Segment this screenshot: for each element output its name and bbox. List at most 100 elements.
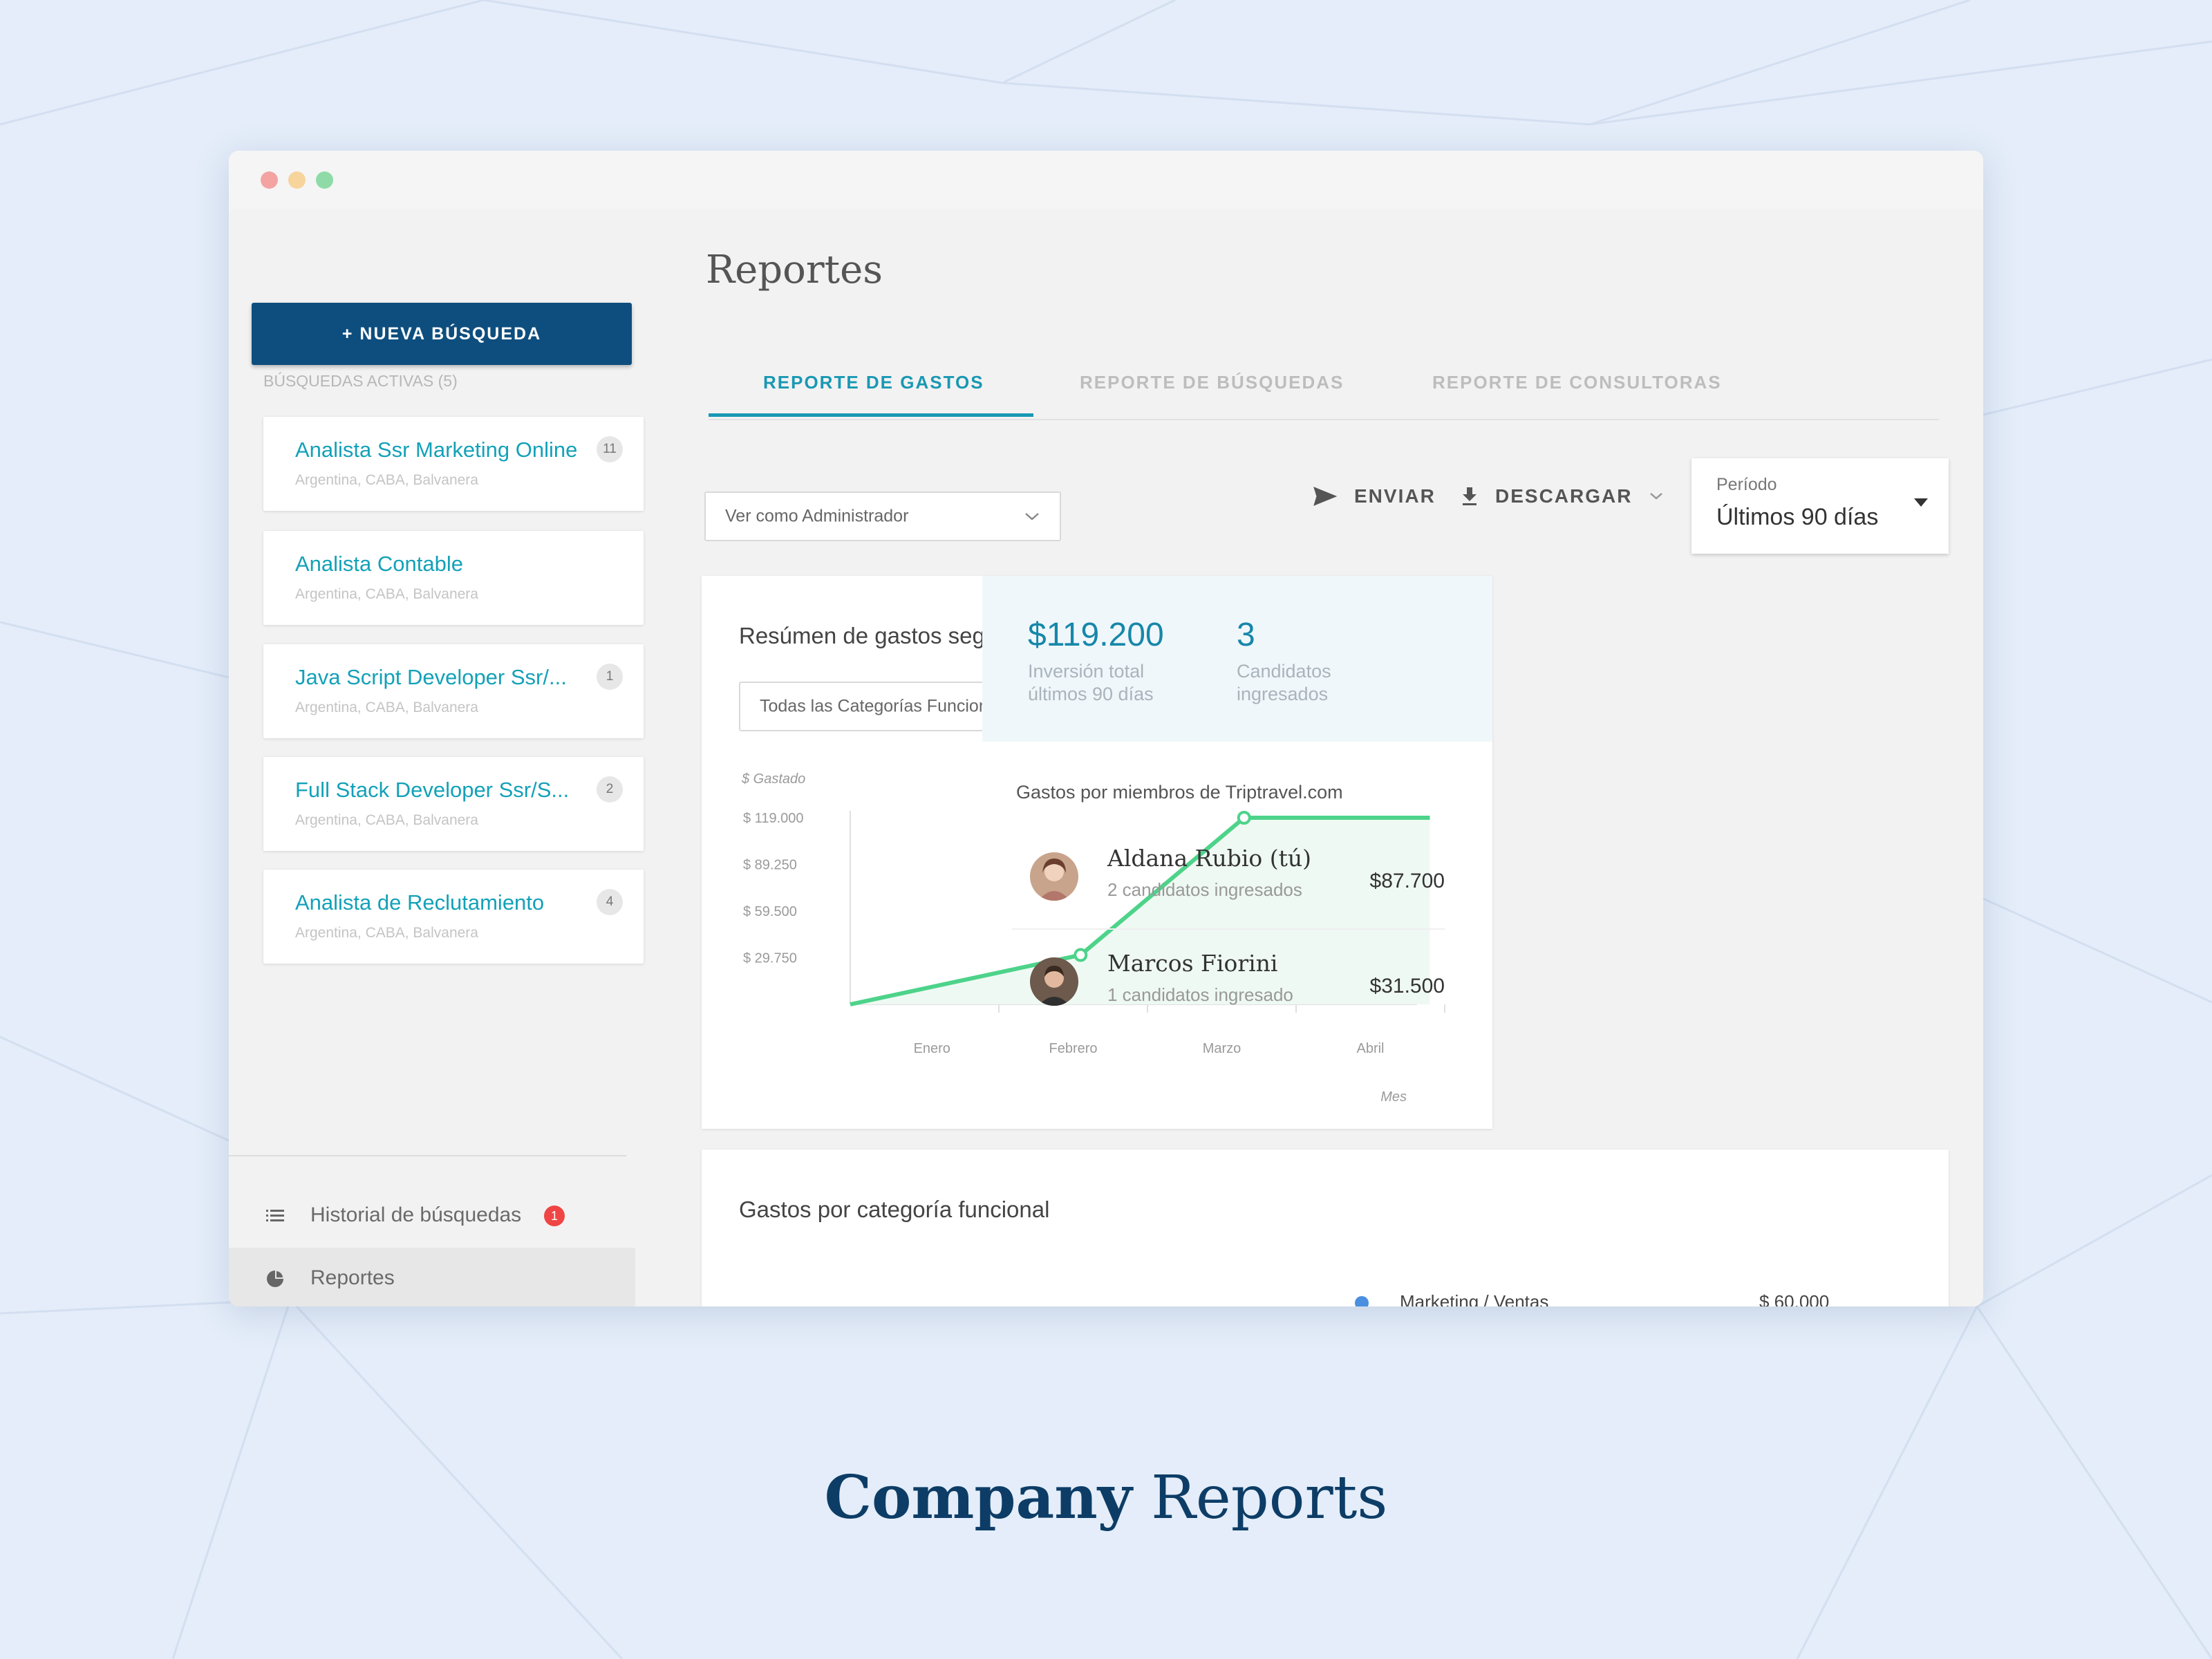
page-title: Reportes <box>706 247 883 292</box>
investment-value: $119.200 <box>1028 617 1164 653</box>
app-window: + NUEVA BÚSQUEDA BÚSQUEDAS ACTIVAS (5) A… <box>229 151 1983 1306</box>
spend-area-chart: $ Gastado Mes $ 29.750 $ 59.500 $ 89.250 $ 11… <box>741 771 1445 1105</box>
tab-reporte-consultoras[interactable]: REPORTE DE CONSULTORAS <box>1432 372 1722 393</box>
search-title[interactable]: Analista Ssr Marketing Online <box>295 438 578 462</box>
search-title[interactable]: Full Stack Developer Ssr/S... <box>295 778 570 802</box>
nav-item-reportes[interactable]: Reportes <box>229 1248 635 1306</box>
search-count-badge: 11 <box>597 436 623 462</box>
footer-light: Reports <box>1151 1463 1388 1533</box>
candidates-caption-line: ingresados <box>1237 684 1329 704</box>
members-title: Gastos por miembros de Triptravel.com <box>1016 782 1343 803</box>
search-title[interactable]: Java Script Developer Ssr/... <box>295 665 567 689</box>
footer-caption: Company Reports <box>0 1463 2212 1533</box>
new-search-button[interactable]: + NUEVA BÚSQUEDA <box>252 303 632 365</box>
member-divider <box>1012 928 1445 930</box>
x-tick-label: Febrero <box>1049 1041 1097 1056</box>
close-window-dot[interactable] <box>261 171 278 189</box>
view-as-select[interactable]: Ver como Administrador <box>704 491 1061 541</box>
nav-label: Reportes <box>310 1266 395 1289</box>
nav-item-historial[interactable]: Historial de búsquedas 1 <box>229 1185 635 1247</box>
area-fill <box>850 818 1430 1004</box>
download-button[interactable]: DESCARGAR <box>1461 481 1664 512</box>
active-tab-indicator <box>709 413 1033 417</box>
sidebar: + NUEVA BÚSQUEDA BÚSQUEDAS ACTIVAS (5) A… <box>229 209 657 1306</box>
search-location: Argentina, CABA, Balvanera <box>295 812 478 828</box>
member-amount: $31.500 <box>1369 975 1445 997</box>
y-axis-label: $ Gastado <box>741 771 805 787</box>
send-icon <box>1313 487 1338 506</box>
search-title[interactable]: Analista de Reclutamiento <box>295 890 545 915</box>
category-card: Gastos por categoría funcional Marketing… <box>702 1150 1949 1306</box>
legend-label: Marketing / Ventas <box>1400 1291 1549 1306</box>
candidates-caption: Candidatos ingresados <box>1237 660 1331 706</box>
chevron-down-icon <box>1650 493 1663 500</box>
search-count-badge: 2 <box>597 776 623 803</box>
sidebar-divider <box>229 1155 626 1156</box>
investment-caption: Inversión total últimos 90 días <box>1028 660 1154 706</box>
chevron-down-icon <box>1025 513 1039 521</box>
member-name: Aldana Rubio (tú) <box>1107 845 1312 872</box>
x-axis-label: Mes <box>1380 1089 1407 1105</box>
send-label: ENVIAR <box>1354 485 1436 507</box>
search-card[interactable]: Full Stack Developer Ssr/S... Argentina,… <box>263 757 644 851</box>
stats-panel: $119.200 Inversión total últimos 90 días… <box>982 576 1492 742</box>
caret-down-icon <box>1914 498 1928 507</box>
search-location: Argentina, CABA, Balvanera <box>295 472 478 488</box>
view-as-value: Ver como Administrador <box>725 506 909 526</box>
nav-label: Historial de búsquedas <box>310 1203 522 1226</box>
search-count-badge: 4 <box>597 889 623 915</box>
avatar <box>1030 852 1078 901</box>
legend-amount: $ 60.000 <box>1759 1291 1830 1306</box>
search-location: Argentina, CABA, Balvanera <box>295 586 478 602</box>
search-card[interactable]: Java Script Developer Ssr/... Argentina,… <box>263 644 644 738</box>
active-searches-label: BÚSQUEDAS ACTIVAS (5) <box>263 372 458 390</box>
category-filter-value: Todas las Categorías Funcionales <box>760 696 1020 716</box>
download-label: DESCARGAR <box>1495 485 1633 507</box>
search-location: Argentina, CABA, Balvanera <box>295 925 478 941</box>
y-tick-label: $ 119.000 <box>743 811 804 826</box>
series-line <box>850 816 1430 1006</box>
member-row[interactable]: Aldana Rubio (tú) 2 candidatos ingresado… <box>1016 835 1445 939</box>
x-tick-label: Marzo <box>1203 1041 1241 1056</box>
footer-bold: Company <box>824 1463 1132 1533</box>
maximize-window-dot[interactable] <box>316 171 333 189</box>
member-amount: $87.700 <box>1369 870 1445 892</box>
minimize-window-dot[interactable] <box>288 171 306 189</box>
data-point <box>1074 948 1088 962</box>
search-card[interactable]: Analista Contable Argentina, CABA, Balva… <box>263 531 644 625</box>
member-sub: 2 candidatos ingresados <box>1107 879 1302 900</box>
y-tick-label: $ 59.500 <box>743 904 797 919</box>
search-title[interactable]: Analista Contable <box>295 552 463 576</box>
tab-reporte-gastos[interactable]: REPORTE DE GASTOS <box>763 372 984 393</box>
search-card[interactable]: Analista de Reclutamiento Argentina, CAB… <box>263 870 644 964</box>
y-tick-label: $ 89.250 <box>743 858 797 873</box>
search-card[interactable]: Analista Ssr Marketing Online Argentina,… <box>263 417 644 511</box>
tab-reporte-busquedas[interactable]: REPORTE DE BÚSQUEDAS <box>1080 372 1344 393</box>
download-icon <box>1463 487 1477 505</box>
list-icon <box>266 1210 284 1221</box>
pie-chart-icon <box>267 1271 283 1287</box>
investment-caption-line: últimos 90 días <box>1028 684 1154 704</box>
period-label: Período <box>1716 475 1777 494</box>
member-row[interactable]: Marcos Fiorini 1 candidatos ingresado $3… <box>1016 940 1445 1044</box>
x-tick-label: Abril <box>1356 1041 1384 1056</box>
investment-caption-line: Inversión total <box>1028 661 1145 682</box>
avatar <box>1030 957 1078 1006</box>
category-card-title: Gastos por categoría funcional <box>739 1197 1050 1222</box>
history-alert-badge: 1 <box>544 1206 565 1226</box>
window-titlebar <box>229 151 1983 209</box>
period-value: Últimos 90 días <box>1716 504 1879 530</box>
tabs-divider <box>709 419 1939 420</box>
search-count-badge: 1 <box>597 664 623 690</box>
search-location: Argentina, CABA, Balvanera <box>295 700 478 715</box>
y-tick-label: $ 29.750 <box>743 951 797 966</box>
legend-dot <box>1355 1296 1369 1306</box>
period-select[interactable]: Período Últimos 90 días <box>1691 458 1949 554</box>
candidates-caption-line: Candidatos <box>1237 661 1331 682</box>
send-button[interactable]: ENVIAR <box>1313 481 1436 512</box>
member-sub: 1 candidatos ingresado <box>1107 984 1293 1005</box>
data-point <box>1237 811 1251 825</box>
member-name: Marcos Fiorini <box>1107 950 1278 977</box>
x-tick-label: Enero <box>914 1041 950 1056</box>
